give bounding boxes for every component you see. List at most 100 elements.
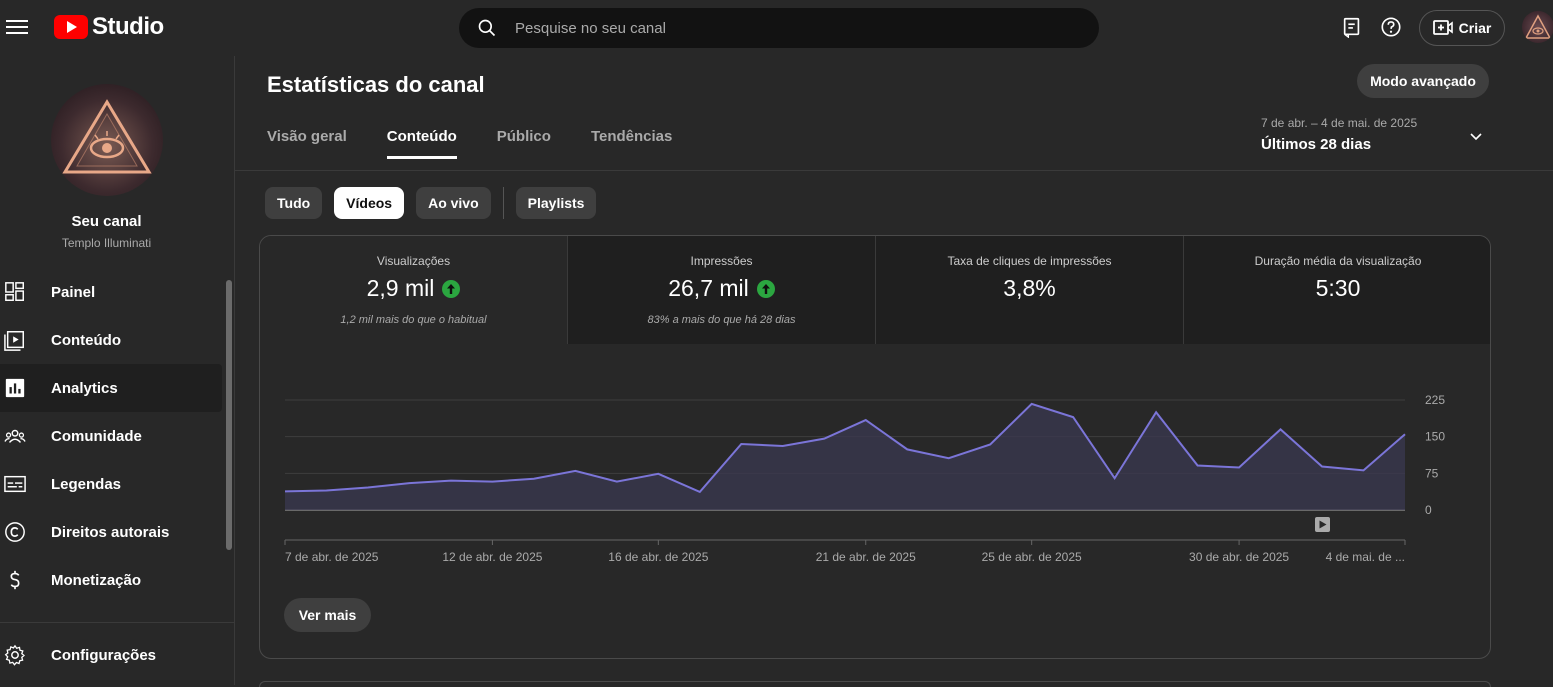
metric-label: Taxa de cliques de impressões bbox=[947, 254, 1112, 268]
y-tick-label: 150 bbox=[1425, 430, 1445, 444]
metric-value: 26,7 mil bbox=[668, 275, 749, 301]
chip-tudo[interactable]: Tudo bbox=[265, 187, 323, 219]
top-bar: Studio Criar bbox=[0, 0, 1553, 56]
data-point bbox=[1030, 402, 1033, 405]
sidebar-item-direitos-autorais[interactable]: Direitos autorais bbox=[0, 508, 222, 556]
account-avatar[interactable] bbox=[1522, 11, 1553, 43]
trend-up-icon bbox=[442, 279, 461, 298]
metric-value: 5:30 bbox=[1315, 275, 1361, 301]
y-tick-label: 75 bbox=[1425, 466, 1439, 480]
data-point bbox=[781, 444, 784, 447]
play-icon bbox=[1319, 520, 1327, 529]
sidebar-nav: Painel Conteúdo Analytics Comunidade Leg… bbox=[0, 268, 222, 604]
data-point bbox=[1155, 411, 1158, 414]
sidebar: Seu canal Templo Illuminati Painel Conte… bbox=[0, 56, 235, 685]
subtitles-icon bbox=[4, 475, 26, 493]
menu-icon[interactable] bbox=[6, 16, 28, 38]
metric-label: Duração média da visualização bbox=[1254, 254, 1422, 268]
copyright-icon bbox=[5, 522, 25, 542]
metric-label: Impressões bbox=[690, 254, 753, 268]
metric-taxa-cliques[interactable]: Taxa de cliques de impressões 3,8% bbox=[876, 236, 1184, 344]
page-title: Estatísticas do canal bbox=[267, 72, 485, 97]
x-tick-label: 4 de mai. de ... bbox=[1326, 550, 1405, 564]
dashboard-icon bbox=[5, 282, 24, 301]
stats-card: Visualizações 2,9 mil 1,2 mil mais do qu… bbox=[259, 235, 1491, 659]
data-point bbox=[989, 443, 992, 446]
sidebar-item-legendas[interactable]: Legendas bbox=[0, 460, 222, 508]
data-point bbox=[1404, 433, 1407, 436]
metric-visualizacoes[interactable]: Visualizações 2,9 mil 1,2 mil mais do qu… bbox=[260, 236, 568, 344]
sidebar-item-configuracoes[interactable]: Configurações bbox=[0, 631, 234, 679]
tab-publico[interactable]: Público bbox=[496, 128, 551, 145]
tabs-divider bbox=[235, 170, 1553, 171]
data-point bbox=[1196, 464, 1199, 467]
next-card-edge bbox=[259, 681, 1491, 687]
sidebar-item-conteudo[interactable]: Conteúdo bbox=[0, 316, 222, 364]
data-point bbox=[325, 489, 328, 492]
sidebar-item-analytics[interactable]: Analytics bbox=[0, 364, 222, 412]
tab-visao-geral[interactable]: Visão geral bbox=[267, 128, 347, 145]
sidebar-item-label: Configurações bbox=[51, 646, 157, 664]
metric-impressoes[interactable]: Impressões 26,7 mil 83% a mais do que há… bbox=[568, 236, 876, 344]
data-point bbox=[491, 480, 494, 483]
series-area bbox=[285, 403, 1405, 510]
monetization-icon bbox=[10, 570, 20, 590]
sidebar-item-label: Direitos autorais bbox=[51, 523, 170, 541]
data-point bbox=[657, 472, 660, 475]
help-icon[interactable] bbox=[1380, 16, 1402, 38]
search-icon[interactable] bbox=[477, 18, 497, 38]
channel-avatar[interactable] bbox=[51, 84, 163, 196]
youtube-studio-logo[interactable]: Studio bbox=[54, 13, 164, 41]
y-tick-label: 0 bbox=[1425, 503, 1432, 517]
metric-duracao-media[interactable]: Duração média da visualização 5:30 bbox=[1184, 236, 1490, 344]
sidebar-item-label: Legendas bbox=[51, 475, 122, 493]
date-range-dates: 7 de abr. – 4 de mai. de 2025 bbox=[1261, 116, 1418, 130]
youtube-logo-icon bbox=[54, 15, 88, 39]
analytics-icon bbox=[5, 378, 25, 398]
data-point bbox=[366, 486, 369, 489]
views-chart[interactable]: 225 150 75 0 7 de abr. de 2025 12 de abr. de … bbox=[260, 344, 1491, 574]
metric-value-row: 3,8% bbox=[876, 275, 1183, 302]
sidebar-item-monetizacao[interactable]: Monetização bbox=[0, 556, 222, 604]
sidebar-item-comunidade[interactable]: Comunidade bbox=[0, 412, 222, 460]
data-point bbox=[698, 490, 701, 493]
data-point bbox=[1238, 466, 1241, 469]
date-range-picker[interactable]: 7 de abr. – 4 de mai. de 2025 Últimos 28… bbox=[1261, 116, 1491, 153]
search-box[interactable] bbox=[459, 8, 1099, 48]
date-range-label: Últimos 28 dias bbox=[1261, 136, 1372, 153]
data-point bbox=[906, 448, 909, 451]
see-more-button[interactable]: Ver mais bbox=[284, 598, 371, 632]
x-tick-label: 30 de abr. de 2025 bbox=[1189, 550, 1289, 564]
chip-ao-vivo[interactable]: Ao vivo bbox=[416, 187, 491, 219]
metric-label: Visualizações bbox=[376, 254, 451, 268]
series-line bbox=[284, 402, 1406, 494]
channel-handle: Templo Illuminati bbox=[61, 236, 152, 250]
chip-videos[interactable]: Vídeos bbox=[334, 187, 405, 219]
chip-divider bbox=[502, 187, 504, 219]
search-input[interactable] bbox=[515, 19, 1055, 37]
y-tick-label: 225 bbox=[1425, 393, 1445, 407]
feedback-icon[interactable] bbox=[1341, 16, 1363, 38]
create-button[interactable]: Criar bbox=[1419, 10, 1505, 46]
chip-playlists[interactable]: Playlists bbox=[515, 187, 597, 219]
data-point bbox=[284, 490, 287, 493]
data-point bbox=[1072, 416, 1075, 419]
content-icon bbox=[4, 331, 24, 351]
sidebar-scrollbar[interactable] bbox=[226, 280, 232, 550]
x-tick-label: 16 de abr. de 2025 bbox=[608, 550, 708, 564]
sidebar-item-painel[interactable]: Painel bbox=[0, 268, 222, 316]
create-video-icon bbox=[1432, 20, 1453, 35]
advanced-mode-button[interactable]: Modo avançado bbox=[1357, 64, 1489, 98]
data-point bbox=[947, 457, 950, 460]
sidebar-item-label: Monetização bbox=[51, 571, 142, 589]
sidebar-bottom: Configurações bbox=[0, 622, 234, 679]
metric-comparison: 83% a mais do que há 28 dias bbox=[647, 314, 796, 326]
filter-chips: Tudo Vídeos Ao vivo Playlists bbox=[265, 187, 608, 219]
data-point bbox=[1113, 477, 1116, 480]
data-point bbox=[1321, 465, 1324, 468]
gear-icon bbox=[4, 644, 25, 666]
tab-conteudo[interactable]: Conteúdo bbox=[386, 128, 457, 159]
metric-value-row: 26,7 mil bbox=[568, 275, 875, 302]
tab-tendencias[interactable]: Tendências bbox=[590, 128, 673, 145]
data-point bbox=[823, 437, 826, 440]
